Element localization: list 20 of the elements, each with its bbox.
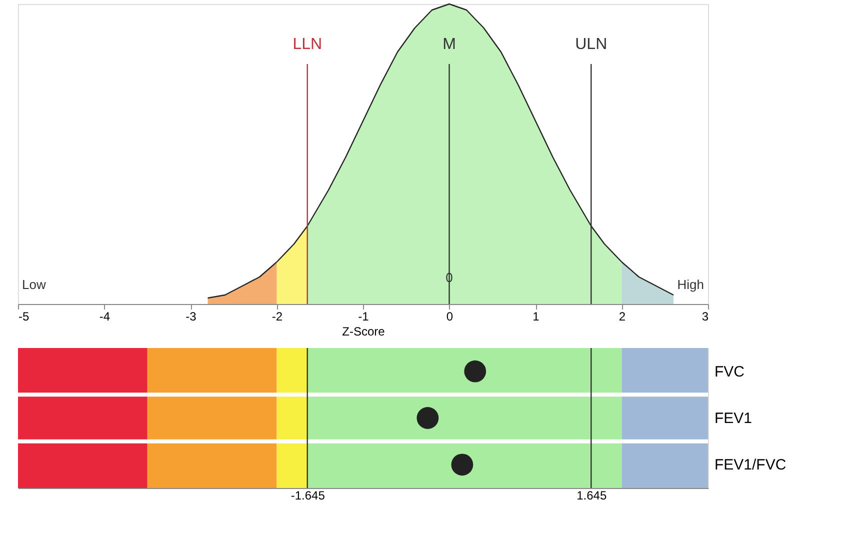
ref-line-label: M [442,36,456,53]
ref-line-label: ULN [575,36,608,53]
x-tick-label: 0 [446,310,454,324]
y-tick-label: FEV1 [714,410,752,427]
x-tick-label: -2 [272,310,283,324]
x-tick-label: 1.645 [576,488,607,502]
x-tick-label: 2 [618,310,626,324]
x-tick-label: -1.645 [290,488,326,502]
annotation: Low [22,277,46,292]
x-tick-label: -3 [186,310,197,324]
x-tick-label: -1 [358,310,370,324]
annotation: High [677,277,704,292]
y-tick-label: FEV1/FVC [714,456,786,474]
x-tick-label: -5 [18,310,30,324]
x-tick-label: 3 [702,310,709,324]
x-tick-label: -4 [99,310,110,324]
y-tick-label: FVC [714,363,745,380]
x-tick-label: 1 [532,310,540,324]
ref-line-label: LLN [292,36,322,53]
x-axis-title: Z-Score [342,324,386,338]
